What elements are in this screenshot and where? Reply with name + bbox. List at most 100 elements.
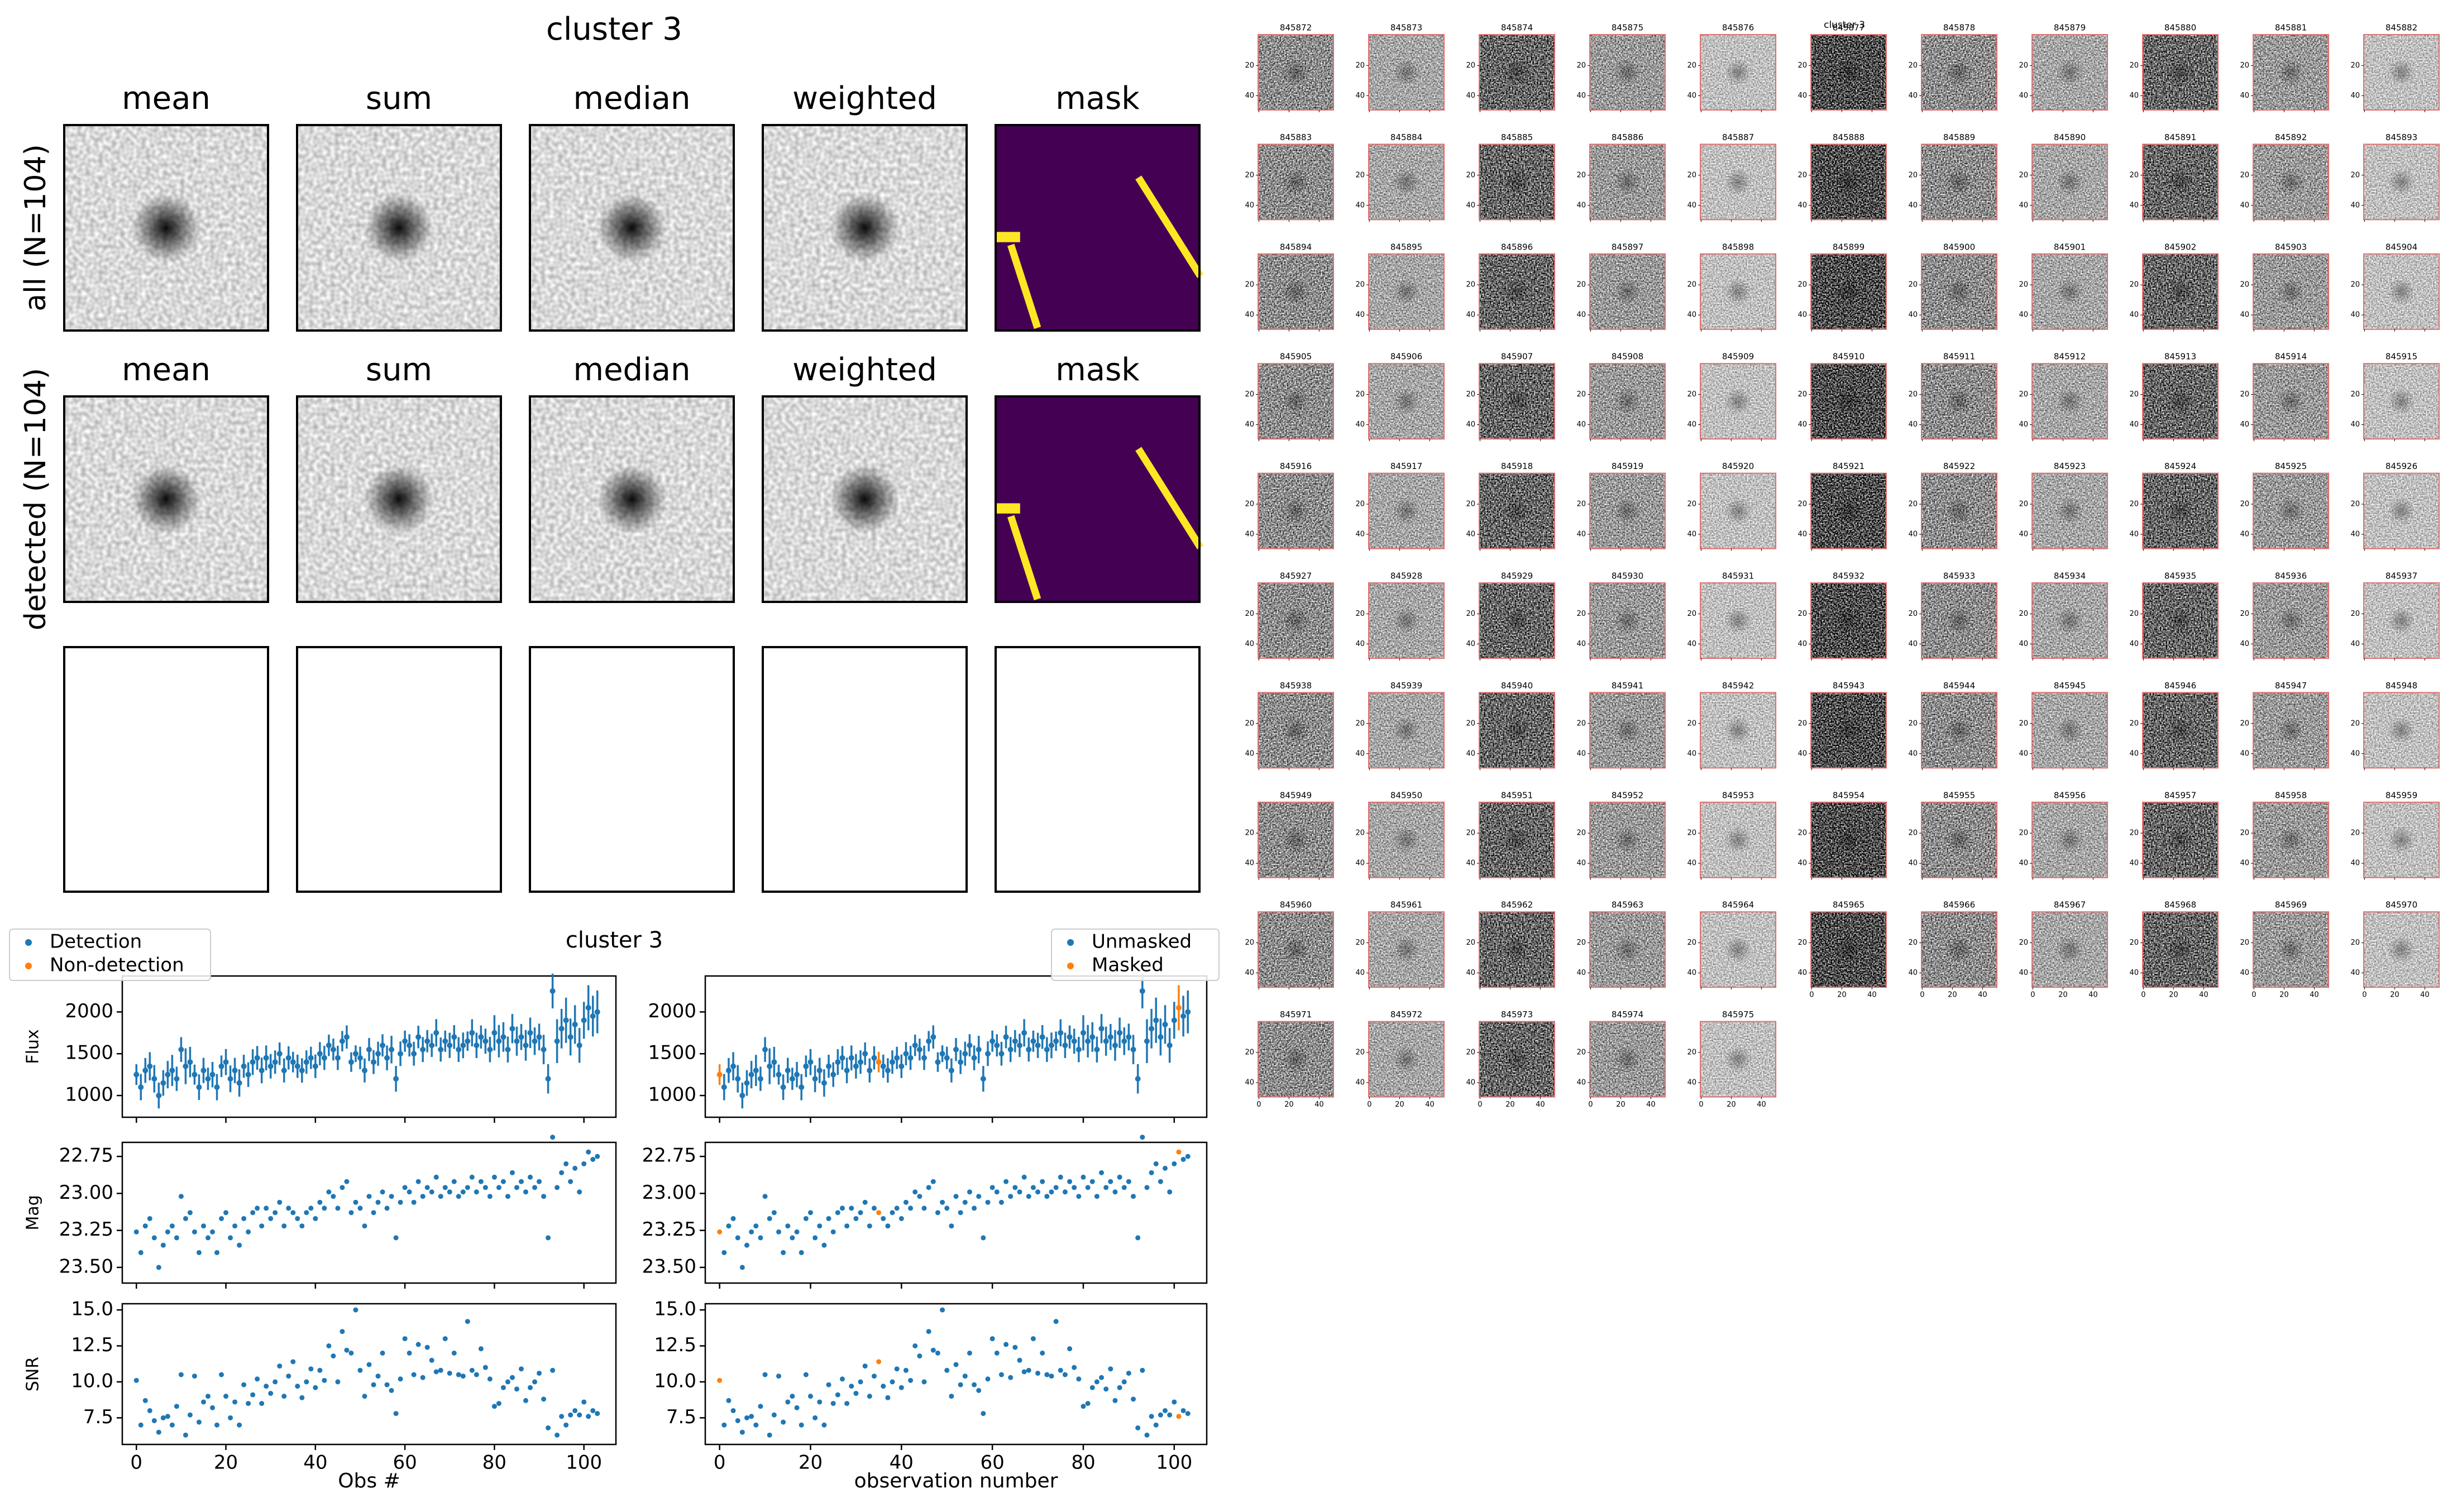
data-point xyxy=(411,1199,417,1205)
data-point xyxy=(290,1359,296,1365)
data-point xyxy=(160,1415,166,1420)
data-point xyxy=(317,1051,323,1057)
data-point xyxy=(375,1374,381,1379)
data-point xyxy=(214,1250,220,1255)
data-point xyxy=(1180,1156,1186,1162)
data-point xyxy=(304,1379,309,1385)
thumb-y-tick-label: 20 xyxy=(1687,610,1696,618)
data-point xyxy=(407,1042,413,1049)
data-point xyxy=(984,1051,991,1057)
thumbnail-blob xyxy=(1282,168,1309,195)
thumb-y-tick-label: 40 xyxy=(2129,420,2139,429)
thumb-y-tick-label: 20 xyxy=(1466,939,1475,947)
thumb-y-tick-label: 40 xyxy=(1576,640,1586,648)
data-point xyxy=(1058,1174,1063,1180)
y-axis-label: Flux xyxy=(23,1029,43,1064)
data-point xyxy=(281,1223,287,1229)
thumbnail-frame xyxy=(2031,692,2108,769)
data-point xyxy=(389,1046,395,1052)
thumbnail-label: 845913 xyxy=(2164,352,2196,362)
data-point xyxy=(839,1205,845,1211)
data-point xyxy=(192,1229,197,1235)
data-point xyxy=(478,1179,484,1184)
y-tick-label: 23.00 xyxy=(59,1181,113,1204)
image-frame xyxy=(762,124,968,332)
thumbnail-label: 845875 xyxy=(1612,23,1643,33)
thumbnail-blob xyxy=(1393,278,1420,305)
data-point xyxy=(1076,1194,1082,1199)
thumb-y-tick-label: 20 xyxy=(1687,1048,1696,1056)
thumbnail-label: 845881 xyxy=(2275,23,2307,33)
data-point xyxy=(862,1199,868,1205)
data-point xyxy=(1030,1185,1036,1190)
column-title: sum xyxy=(366,352,432,388)
thumb-y-tick-label: 40 xyxy=(1798,969,1807,977)
thumb-y-tick-label: 40 xyxy=(2019,311,2028,319)
data-point xyxy=(286,1205,291,1211)
data-point xyxy=(209,1229,215,1235)
thumbnail-label: 845949 xyxy=(1280,790,1312,800)
thumb-y-tick-label: 20 xyxy=(2019,829,2028,838)
data-point xyxy=(322,1205,327,1211)
data-point xyxy=(536,1034,542,1040)
source-blob xyxy=(131,465,201,534)
thumbnail-label: 845922 xyxy=(1943,461,1975,471)
data-point xyxy=(474,1189,479,1195)
thumb-y-tick-label: 20 xyxy=(2240,939,2249,947)
axes-frame xyxy=(121,975,617,1118)
data-point xyxy=(433,1369,439,1375)
data-point xyxy=(286,1374,291,1379)
data-point xyxy=(994,1189,1000,1195)
data-point xyxy=(559,1414,565,1419)
data-point xyxy=(849,1205,854,1211)
data-point xyxy=(790,1235,795,1241)
column-title: median xyxy=(573,80,691,117)
data-point xyxy=(456,1194,461,1199)
data-point xyxy=(138,1084,144,1090)
thumbnail-blob xyxy=(1393,1046,1420,1073)
thumb-y-tick-label: 40 xyxy=(1576,969,1586,977)
thumb-y-tick-label: 40 xyxy=(1908,969,1918,977)
data-point xyxy=(767,1216,772,1221)
data-point xyxy=(821,1422,827,1428)
thumb-y-tick-label: 20 xyxy=(1466,1048,1475,1056)
thumbnail-frame xyxy=(1368,253,1445,330)
thumbnail-blob xyxy=(2056,168,2083,195)
data-point xyxy=(192,1374,197,1379)
data-point xyxy=(299,1223,305,1229)
thumb-y-tick-label: 40 xyxy=(2240,92,2249,100)
data-point xyxy=(1058,1030,1064,1036)
thumbnail-blob xyxy=(2056,936,2083,963)
thumb-y-tick-label: 20 xyxy=(2019,500,2028,508)
data-point xyxy=(781,1419,786,1425)
thumbnail-frame xyxy=(2363,911,2440,988)
data-point xyxy=(1085,1401,1091,1406)
data-point xyxy=(903,1199,909,1205)
data-point xyxy=(572,1165,578,1171)
thumb-y-tick-label: 40 xyxy=(2019,749,2028,758)
data-point xyxy=(313,1385,318,1390)
data-point xyxy=(237,1242,242,1248)
data-point xyxy=(858,1059,864,1065)
data-point xyxy=(985,1199,991,1205)
thumbnail-blob xyxy=(1282,716,1309,744)
data-point xyxy=(299,1068,305,1074)
data-point xyxy=(862,1051,868,1057)
axes-frame xyxy=(121,1141,617,1284)
data-point xyxy=(930,1034,936,1040)
data-point xyxy=(781,1250,786,1255)
data-point xyxy=(807,1059,814,1065)
axes-frame xyxy=(704,1303,1208,1446)
data-point xyxy=(295,1216,300,1221)
thumbnail-blob xyxy=(2277,387,2305,415)
thumbnail-label: 845904 xyxy=(2386,242,2417,252)
y-tick-label: 23.00 xyxy=(642,1181,696,1204)
thumbnail-label: 845923 xyxy=(2054,461,2086,471)
data-point xyxy=(205,1394,211,1399)
thumb-x-tick-label: 40 xyxy=(1757,1100,1766,1109)
thumbnail-label: 845888 xyxy=(1833,132,1865,142)
thumbnail-blob xyxy=(1945,716,1973,744)
data-point xyxy=(1008,1194,1014,1199)
data-point xyxy=(1081,1404,1086,1409)
thumb-y-tick-label: 40 xyxy=(1355,420,1365,429)
